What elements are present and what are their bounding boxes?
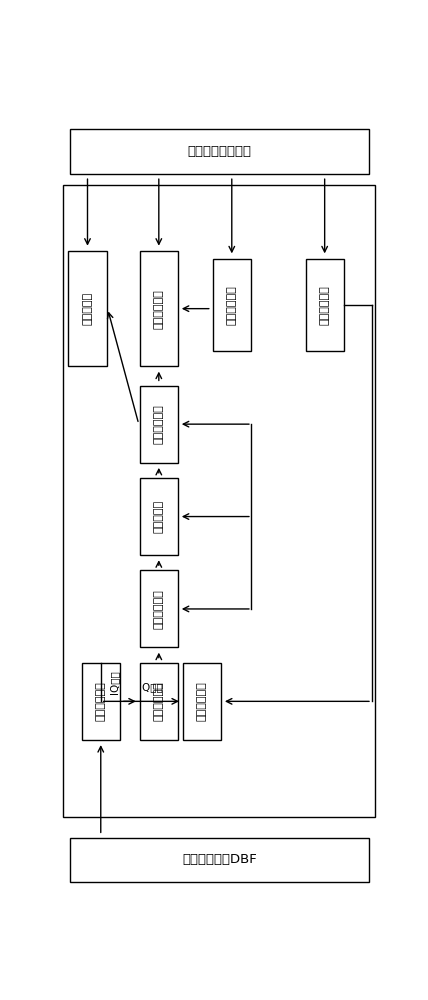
Text: 质量控制模块: 质量控制模块 [154,289,164,329]
Text: IQ信号: IQ信号 [140,682,163,692]
Text: IQ信号: IQ信号 [109,670,119,694]
Text: 信号分析模块: 信号分析模块 [154,681,164,721]
Text: 脉冲压缩模块: 脉冲压缩模块 [154,589,164,629]
Bar [82,663,120,740]
Bar [63,185,375,817]
Text: 信号接收模块: 信号接收模块 [96,681,106,721]
Text: 信号回放模块: 信号回放模块 [320,285,330,325]
Text: 信号处理模块: 信号处理模块 [154,404,164,444]
Bar [70,838,369,882]
Bar [213,259,251,351]
Bar [306,259,344,351]
Text: 数字波束合成DBF: 数字波束合成DBF [182,853,257,866]
Bar [140,478,178,555]
Text: 参数配置模块: 参数配置模块 [227,285,237,325]
Text: 终端显示控制模块: 终端显示控制模块 [187,145,251,158]
Text: 信号存储模块: 信号存储模块 [197,681,207,721]
Bar [140,663,178,740]
Bar [70,129,369,174]
Bar [140,251,178,366]
Text: 滤波器模块: 滤波器模块 [154,500,164,533]
Text: 晴空图模块: 晴空图模块 [83,292,92,325]
Bar [68,251,107,366]
Bar [140,570,178,647]
Bar [140,386,178,463]
Bar [183,663,221,740]
